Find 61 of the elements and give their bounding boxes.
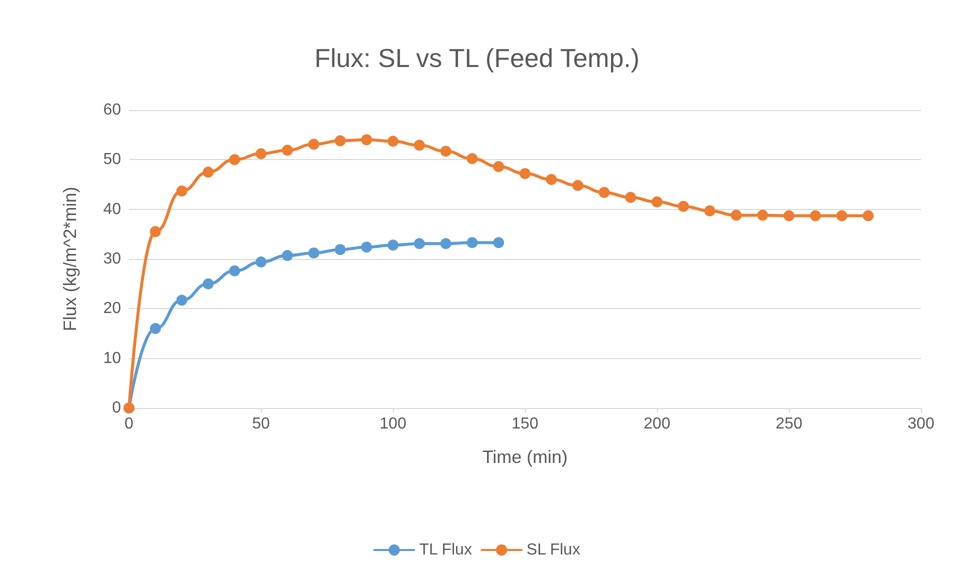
point [176,185,188,196]
point [361,134,372,146]
point [704,205,716,216]
point [229,265,240,276]
legend-label: TL Flux [419,542,472,558]
point [256,148,266,160]
x-tick-label: 50 [252,416,270,432]
point [388,136,398,147]
point [440,146,452,157]
point [256,256,266,268]
y-tick-label: 10 [103,350,122,367]
point [282,144,293,156]
point [361,242,372,253]
point [678,200,689,212]
point [625,192,636,203]
x-tick-label: 150 [512,416,538,432]
y-tick-label: 20 [103,300,122,318]
x-tick-label: 300 [908,416,934,432]
y-tick-label: 60 [103,102,122,118]
point [388,240,398,251]
point [308,248,320,259]
x-axis-title: Time (min) [482,447,568,467]
point [150,226,161,238]
point [308,138,320,150]
point [520,168,530,180]
point [282,250,293,262]
point [466,153,478,164]
point [546,174,557,186]
chart-title: Flux: SL vs TL (Feed Temp.) [314,43,640,73]
x-tick-label: 0 [124,416,134,432]
x-tick-label: 100 [380,416,406,432]
point [414,140,425,151]
x-tick-label: 200 [644,416,670,432]
y-axis-title: Flux (kg/m^2*min) [60,186,80,332]
point [652,196,662,208]
point [150,323,161,334]
point [493,161,504,172]
point [598,186,610,198]
point [730,210,742,221]
y-tick-label: 0 [112,400,122,416]
point [334,135,346,146]
x-tick-label: 250 [776,416,802,432]
point [229,154,240,166]
point [202,278,214,290]
y-tick-label: 30 [103,250,122,268]
point [810,210,821,222]
point [466,237,478,248]
point [440,238,452,250]
y-tick-label: 50 [103,151,122,168]
point [334,244,346,256]
point [572,180,584,191]
point [757,210,768,221]
y-tick-label: 40 [103,200,122,218]
point [202,166,214,178]
point [862,210,874,222]
point [176,294,188,306]
legend-label: SL Flux [526,542,580,558]
point [414,238,425,250]
point [493,237,504,248]
point [836,210,848,222]
point [784,210,794,222]
